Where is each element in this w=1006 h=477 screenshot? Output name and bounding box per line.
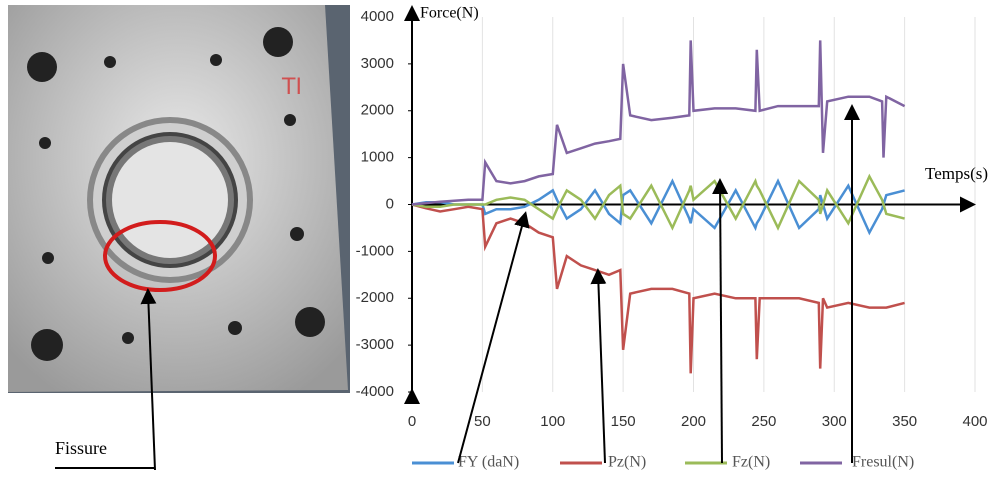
plate-marking: TI — [281, 75, 302, 100]
legend-pointers — [457, 104, 860, 464]
x-tick-label: 250 — [751, 413, 776, 430]
x-tick-label: 150 — [611, 413, 636, 430]
legend-label: Pz(N) — [608, 454, 646, 471]
x-tick-label: 400 — [962, 413, 987, 430]
legend-label: Fz(N) — [732, 454, 770, 471]
x-tick-label: 300 — [822, 413, 847, 430]
x-tick-label: 100 — [540, 413, 565, 430]
y-axis-label: Force(N) — [420, 5, 479, 22]
x-tick-label: 50 — [474, 413, 491, 430]
chart: 0 50 100 150 200 250 300 350 400 -4000 -3000 -2000 -… — [356, 5, 988, 471]
x-tick-label: 350 — [892, 413, 917, 430]
legend-label: Fresul(N) — [852, 454, 914, 471]
crack-arrow — [140, 288, 157, 471]
series-line — [411, 40, 906, 206]
y-tick-label: 2000 — [361, 102, 394, 119]
legend-label: FY (daN) — [458, 454, 519, 471]
bore — [112, 142, 228, 258]
y-tick-label: -4000 — [356, 383, 394, 400]
y-tick-label: 1000 — [361, 149, 394, 166]
series-line — [411, 178, 905, 236]
y-tick-label: -2000 — [356, 289, 394, 306]
x-axis-label: Temps(s) — [925, 164, 988, 183]
annotation: Fissure — [55, 438, 107, 458]
y-tick-label: -1000 — [356, 242, 394, 259]
holes — [27, 27, 325, 361]
crack-ellipse — [103, 220, 217, 292]
series-line — [411, 173, 905, 231]
x-tick-label: 200 — [681, 413, 706, 430]
series-line — [411, 203, 905, 374]
photo: TI Fissure — [8, 5, 350, 471]
x-tick-label: 0 — [408, 413, 416, 430]
y-tick-label: 4000 — [361, 8, 394, 25]
y-tick-label: -3000 — [356, 336, 394, 353]
y-tick-label: 3000 — [361, 55, 394, 72]
y-tick-label: 0 — [386, 195, 394, 212]
